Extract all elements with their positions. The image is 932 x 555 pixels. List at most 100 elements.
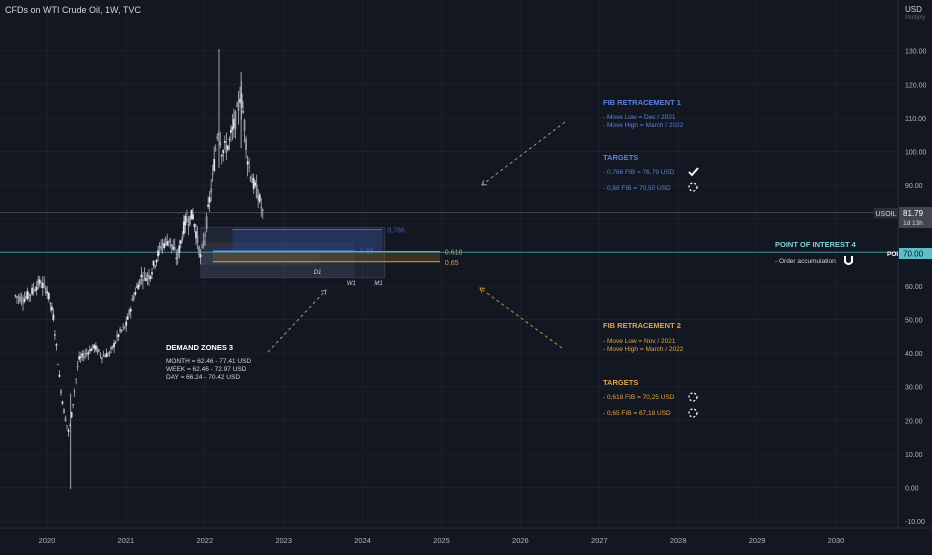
- x-tick-label: 2021: [118, 536, 135, 545]
- candle-body: [204, 234, 207, 237]
- candle-body: [258, 194, 261, 202]
- y-tick-label: 130.00: [905, 49, 927, 56]
- candle-body: [70, 412, 73, 418]
- candle-body: [16, 296, 18, 298]
- fib1-annotation: FIB RETRACEMENT 1 - Move Low = Dec / 202…: [603, 98, 699, 192]
- zone-label: D1: [314, 270, 322, 276]
- last-price-box: [899, 207, 932, 228]
- candle-body: [46, 291, 49, 294]
- last-price-value: 81.79: [903, 209, 924, 218]
- candle-body: [243, 120, 246, 131]
- fib2-line-2: - Move High = March / 2022: [603, 346, 684, 353]
- fib-level-label: 0.618: [445, 249, 463, 256]
- x-tick-label: 2020: [39, 536, 56, 545]
- candle-body: [63, 409, 65, 414]
- candle-body: [135, 286, 138, 288]
- candle-body: [34, 290, 37, 292]
- candle-body: [52, 314, 55, 320]
- candle-body: [128, 310, 131, 315]
- candle-body: [93, 345, 96, 349]
- candle-body: [179, 240, 182, 244]
- fib2-arrow-head: [479, 287, 486, 293]
- fib1-target-2: - 0,88 FIB = 70,50 USD: [603, 185, 671, 192]
- last-price-badge: USOIL 81.79 1d 13h: [874, 207, 932, 228]
- y-tick-label: 50.00: [905, 318, 923, 325]
- candle-body: [260, 206, 263, 209]
- x-tick-label: 2028: [670, 536, 687, 545]
- candle-body: [81, 353, 84, 357]
- candle-body: [26, 291, 29, 299]
- fib1-line-2: - Move High = March / 2022: [603, 122, 684, 129]
- annotation-arrows: [267, 121, 566, 353]
- candle-body: [155, 259, 158, 263]
- candle-body: [169, 238, 172, 244]
- candle-body: [198, 246, 200, 255]
- candle-body: [170, 244, 173, 246]
- x-tick-label: 2025: [433, 536, 450, 545]
- candle-body: [222, 150, 225, 154]
- fib2-title: FIB RETRACEMENT 2: [603, 321, 681, 330]
- candle-body: [111, 345, 114, 349]
- candle-body: [202, 240, 205, 246]
- zone-label: M1: [374, 281, 382, 287]
- candle-body: [104, 355, 106, 358]
- y-tick-label: 120.00: [905, 82, 927, 89]
- candle-body: [119, 328, 122, 332]
- candle-body: [214, 149, 217, 151]
- candle-body: [225, 144, 228, 154]
- fib2-targets-title: TARGETS: [603, 378, 638, 387]
- check-icon: [688, 167, 699, 177]
- price-axis: 130.00120.00110.00100.0090.0080.0070.006…: [905, 49, 927, 526]
- candle-body: [138, 279, 141, 285]
- x-tick-label: 2029: [749, 536, 766, 545]
- loading-icon: [688, 408, 698, 418]
- loading-icon: [688, 182, 698, 192]
- candle-body: [158, 245, 161, 249]
- candle-body: [97, 349, 100, 352]
- candle-body: [58, 374, 61, 377]
- y-tick-label: 0.00: [905, 486, 919, 493]
- candle-body: [185, 218, 188, 222]
- candle-body: [220, 154, 223, 157]
- candle-body: [28, 293, 30, 297]
- candle-body: [23, 298, 26, 302]
- candle-body: [122, 326, 125, 328]
- currency-label[interactable]: USD: [905, 5, 922, 14]
- candle-body: [143, 272, 146, 274]
- candle-body: [251, 180, 254, 183]
- fib1-target-1: - 0,786 FIB = 76,79 USD: [603, 169, 675, 176]
- candle-body: [61, 401, 64, 404]
- candle-body: [152, 260, 155, 266]
- demand-arrow: [267, 289, 327, 353]
- price-axis-panel[interactable]: [898, 0, 932, 528]
- candle-body: [239, 99, 241, 102]
- candle-body: [213, 158, 216, 172]
- x-tick-label: 2022: [196, 536, 213, 545]
- candle-body: [99, 354, 102, 356]
- time-axis-panel[interactable]: [0, 528, 932, 550]
- chart-title: CFDs on WTI Crude Oil, 1W, TVC: [5, 5, 141, 15]
- x-tick-label: 2030: [828, 536, 845, 545]
- candle-body: [110, 348, 112, 349]
- candle-body: [125, 321, 128, 327]
- candle-body: [57, 364, 59, 366]
- candle-body: [254, 182, 257, 186]
- candle-body: [255, 184, 258, 198]
- candle-body: [69, 424, 71, 426]
- candle-body: [149, 276, 152, 279]
- candle-body: [146, 274, 149, 278]
- fib-level-label: 0.786: [387, 227, 405, 234]
- candle-body: [234, 111, 237, 130]
- candle-body: [90, 348, 93, 352]
- x-tick-label: 2027: [591, 536, 608, 545]
- candle-body: [166, 241, 169, 246]
- candle-body: [22, 302, 24, 304]
- candle-body: [116, 335, 118, 338]
- candle-body: [140, 274, 143, 278]
- candle-body: [164, 238, 167, 240]
- candle-body: [123, 326, 126, 329]
- candle-body: [38, 279, 41, 284]
- fib2-target-1: - 0,618 FIB = 70,25 USD: [603, 394, 675, 401]
- y-tick-label: 10.00: [905, 452, 923, 459]
